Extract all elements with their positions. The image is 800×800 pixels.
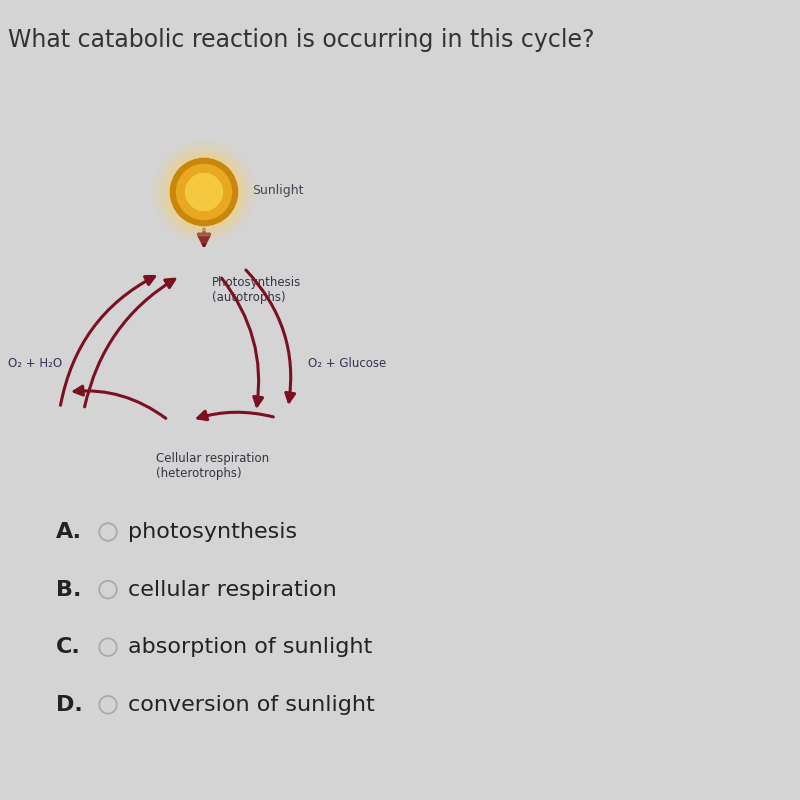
Text: conversion of sunlight: conversion of sunlight — [128, 694, 374, 715]
Text: Photosynthesis
(autotrophs): Photosynthesis (autotrophs) — [212, 276, 302, 304]
Circle shape — [160, 148, 248, 236]
Text: O₂ + Glucose: O₂ + Glucose — [308, 358, 386, 370]
Circle shape — [177, 165, 231, 219]
Text: D.: D. — [56, 694, 82, 715]
Circle shape — [154, 142, 254, 242]
Circle shape — [170, 158, 238, 226]
Text: B.: B. — [56, 579, 82, 600]
Text: O₂ + H₂O: O₂ + H₂O — [8, 358, 62, 370]
Circle shape — [166, 154, 242, 230]
Circle shape — [186, 174, 222, 210]
Text: What catabolic reaction is occurring in this cycle?: What catabolic reaction is occurring in … — [8, 28, 594, 52]
Text: C.: C. — [56, 637, 81, 658]
Text: absorption of sunlight: absorption of sunlight — [128, 637, 372, 658]
Text: Sunlight: Sunlight — [252, 184, 303, 197]
Text: Cellular respiration
(heterotrophs): Cellular respiration (heterotrophs) — [156, 452, 269, 480]
Text: photosynthesis: photosynthesis — [128, 522, 297, 542]
Text: A.: A. — [56, 522, 82, 542]
Text: cellular respiration: cellular respiration — [128, 579, 337, 600]
